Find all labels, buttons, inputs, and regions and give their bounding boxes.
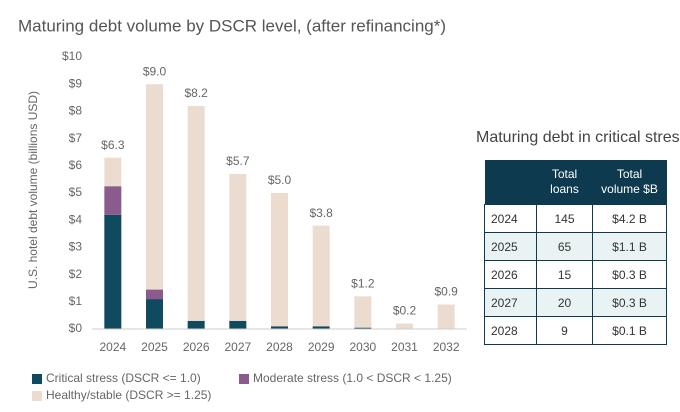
- table-cell: 2024: [484, 204, 537, 233]
- bar-segment: [229, 320, 247, 329]
- x-tick-label: 2027: [224, 340, 251, 354]
- total-label: $5.7: [226, 154, 250, 168]
- bar-segment: [271, 193, 288, 327]
- bar-segment: [146, 84, 163, 290]
- table-cell: 20: [536, 288, 593, 317]
- table-cell: 15: [536, 260, 593, 289]
- table-row: 2028 9 $0.1 B: [484, 316, 667, 345]
- table-cell: 2025: [484, 232, 537, 261]
- chart-title: Maturing debt volume by DSCR level, (aft…: [18, 16, 446, 35]
- bar-segment: [312, 326, 330, 329]
- bar-segment: [104, 186, 122, 215]
- bar-segment: [229, 173, 247, 321]
- bar-segment: [146, 299, 163, 329]
- bar-segment: [104, 157, 122, 187]
- total-label: $0.9: [434, 285, 458, 299]
- bar-segment: [437, 304, 455, 329]
- table-cell: 145: [536, 204, 593, 233]
- total-label: $3.8: [309, 206, 333, 220]
- bar-segment: [271, 326, 288, 329]
- table-row: 2024 145 $4.2 B: [484, 204, 667, 233]
- legend-label: Moderate stress (1.0 < DSCR < 1.25): [253, 371, 452, 385]
- bar-segment: [354, 327, 372, 329]
- table-cell: 2028: [484, 316, 537, 345]
- bar-segment: [187, 105, 205, 321]
- legend-swatch: [32, 391, 42, 401]
- legend-swatch: [239, 374, 249, 384]
- legend-label: Healthy/stable (DSCR >= 1.25): [46, 388, 211, 402]
- bar-segment: [187, 320, 205, 329]
- x-tick-label: 2026: [183, 340, 210, 354]
- y-tick-label: $9: [69, 76, 83, 90]
- bar-segment: [312, 225, 330, 327]
- header-cell: Total loans: [536, 160, 593, 205]
- x-tick-label: 2031: [391, 340, 418, 354]
- table-cell: $0.1 B: [592, 316, 667, 345]
- y-tick-label: $2: [69, 267, 83, 281]
- table-cell: $4.2 B: [592, 204, 667, 233]
- x-tick-label: 2032: [433, 340, 460, 354]
- y-tick-label: $0: [69, 321, 83, 335]
- y-tick-label: $8: [69, 104, 83, 118]
- bar-segment: [396, 323, 413, 329]
- table-cell: $1.1 B: [592, 232, 667, 261]
- legend-swatch: [32, 374, 42, 384]
- bar-segment: [354, 296, 372, 328]
- x-tick-label: 2029: [308, 340, 335, 354]
- y-tick-label: $6: [69, 158, 83, 172]
- total-label: $5.0: [268, 173, 292, 187]
- y-tick-label: $10: [62, 49, 82, 63]
- total-label: $0.2: [393, 304, 417, 318]
- total-label: $6.3: [101, 138, 125, 152]
- x-tick-label: 2030: [349, 340, 376, 354]
- table-cell: 65: [536, 232, 593, 261]
- y-tick-label: $5: [69, 185, 83, 199]
- table-row: 2025 65 $1.1 B: [484, 232, 667, 261]
- table-header: Total loans Total volume $B: [484, 160, 667, 205]
- y-tick-label: $1: [69, 294, 83, 308]
- legend-label: Critical stress (DSCR <= 1.0): [46, 371, 201, 385]
- total-label: $1.2: [351, 277, 375, 291]
- total-label: $8.2: [184, 86, 208, 100]
- table-row: 2026 15 $0.3 B: [484, 260, 667, 289]
- table-cell: $0.3 B: [592, 288, 667, 317]
- table-cell: 2026: [484, 260, 537, 289]
- table-cell: $0.3 B: [592, 260, 667, 289]
- bar-segment: [146, 289, 163, 300]
- y-axis-label: U.S. hotel debt volume (billions USD): [26, 91, 40, 289]
- x-tick-label: 2028: [266, 340, 293, 354]
- x-tick-label: 2024: [99, 340, 126, 354]
- y-tick-label: $4: [69, 212, 83, 226]
- header-cell: Total volume $B: [592, 160, 667, 205]
- table-title: Maturing debt in critical stress: [476, 129, 680, 146]
- total-label: $9.0: [143, 64, 167, 78]
- table: Total loans Total volume $B 2024 145 $4.2 B…: [484, 160, 667, 345]
- table-cell: 2027: [484, 288, 537, 317]
- y-tick-label: $3: [69, 240, 83, 254]
- header-cell: [484, 160, 537, 205]
- y-tick-label: $7: [69, 131, 83, 145]
- bar-segment: [104, 214, 122, 329]
- table-cell: 9: [536, 316, 593, 345]
- x-tick-label: 2025: [141, 340, 168, 354]
- table-row: 2027 20 $0.3 B: [484, 288, 667, 317]
